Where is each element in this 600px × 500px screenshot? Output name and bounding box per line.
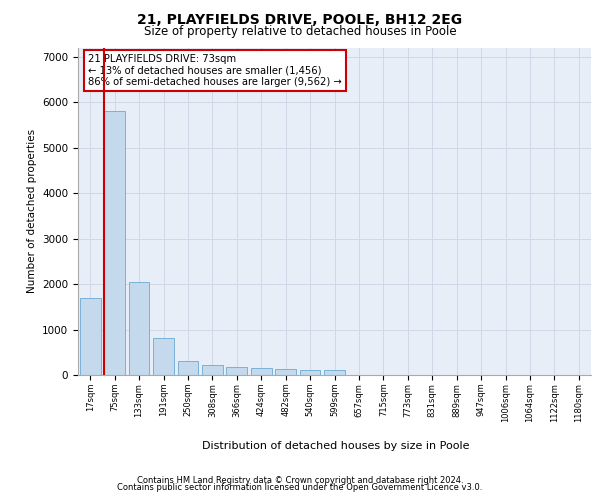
Y-axis label: Number of detached properties: Number of detached properties <box>26 129 37 294</box>
Bar <box>128 282 149 375</box>
Bar <box>80 298 101 375</box>
Bar <box>153 338 174 375</box>
Bar <box>324 370 345 375</box>
Bar <box>226 368 247 375</box>
Bar <box>202 365 223 375</box>
Bar <box>104 111 125 375</box>
Bar <box>275 369 296 375</box>
Bar <box>251 368 272 375</box>
Text: Distribution of detached houses by size in Poole: Distribution of detached houses by size … <box>202 441 470 451</box>
Bar <box>178 361 199 375</box>
Text: Size of property relative to detached houses in Poole: Size of property relative to detached ho… <box>143 25 457 38</box>
Text: Contains HM Land Registry data © Crown copyright and database right 2024.: Contains HM Land Registry data © Crown c… <box>137 476 463 485</box>
Text: 21 PLAYFIELDS DRIVE: 73sqm
← 13% of detached houses are smaller (1,456)
86% of s: 21 PLAYFIELDS DRIVE: 73sqm ← 13% of deta… <box>88 54 342 87</box>
Text: 21, PLAYFIELDS DRIVE, POOLE, BH12 2EG: 21, PLAYFIELDS DRIVE, POOLE, BH12 2EG <box>137 12 463 26</box>
Text: Contains public sector information licensed under the Open Government Licence v3: Contains public sector information licen… <box>118 484 482 492</box>
Bar <box>299 370 320 375</box>
